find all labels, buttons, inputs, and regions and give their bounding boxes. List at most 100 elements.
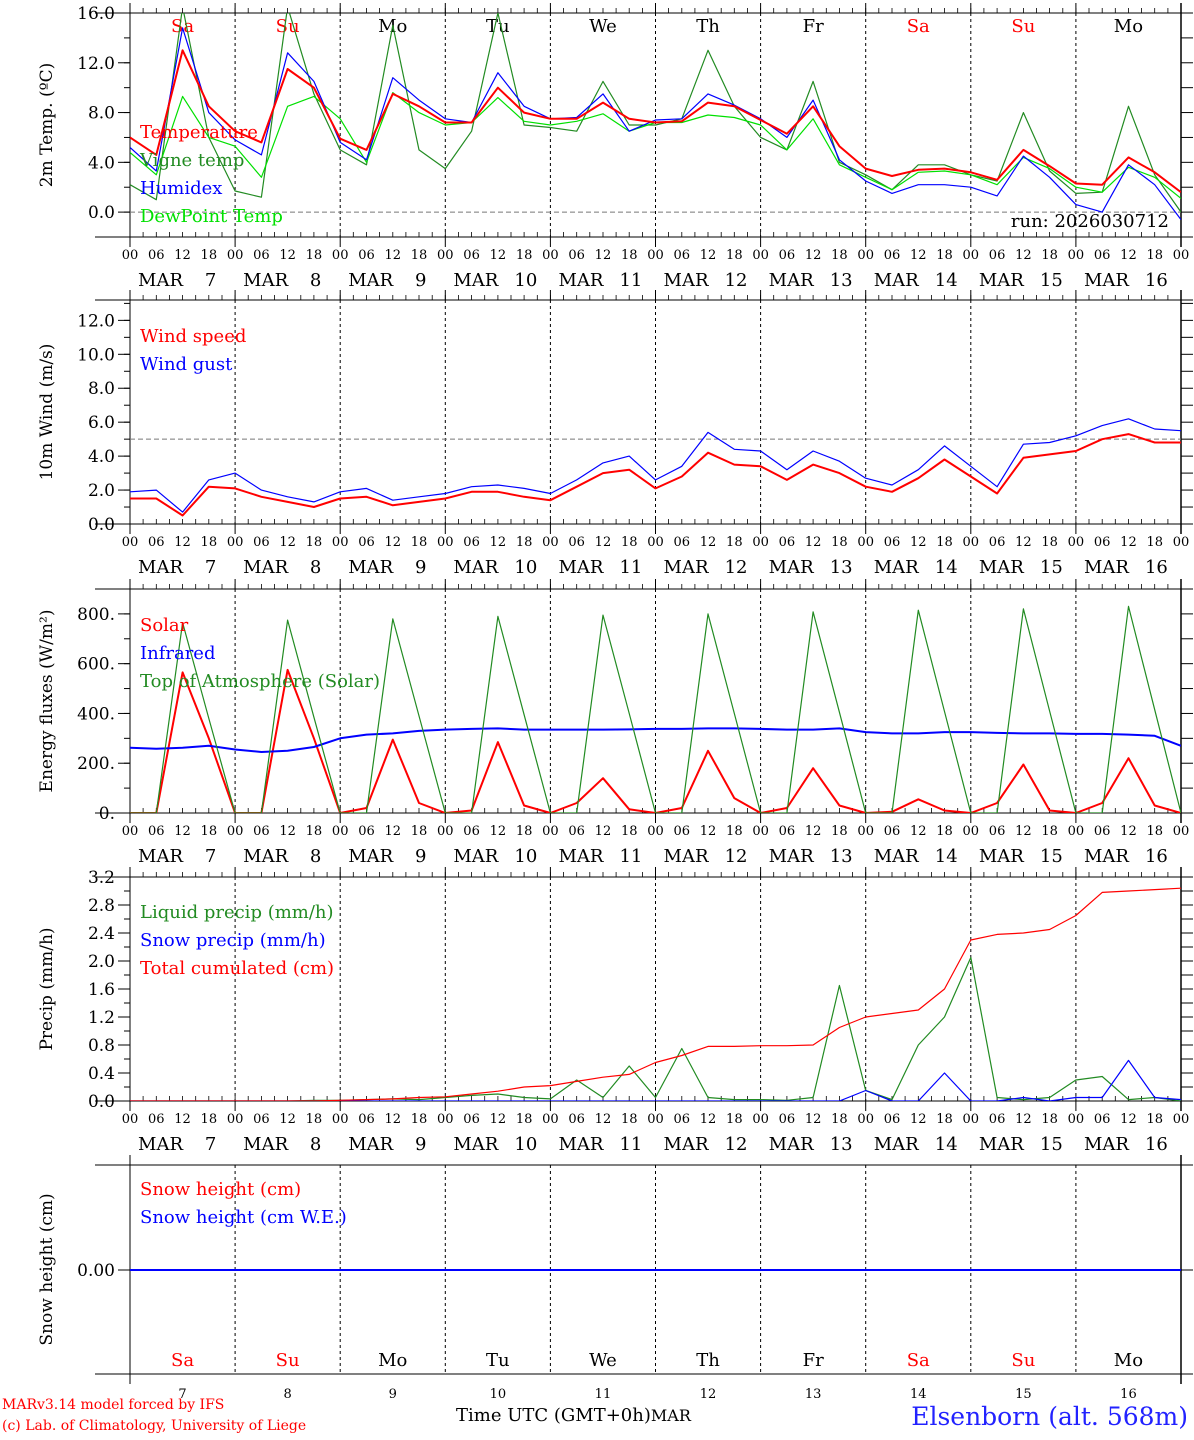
x-hour-tick-label: 00	[857, 824, 874, 839]
x-hour-tick-label: 06	[148, 248, 165, 263]
panel-3: 800. 600. 400. 200. 0. Energy fluxes (W/m²) 00…	[37, 579, 1193, 867]
x-month-label: MAR	[979, 846, 1024, 867]
x-hour-tick-label: 06	[1094, 1112, 1111, 1127]
legend-entry: Liquid precip (mm/h)	[140, 902, 334, 923]
series-line-vigne-temp	[130, 13, 1181, 213]
weekday-label: Sa	[171, 1350, 194, 1371]
y-tick-label: 0.4	[88, 1064, 115, 1084]
x-hour-tick-label: 12	[595, 824, 612, 839]
weekday-label: Sa	[907, 16, 930, 37]
x-day-label: 16	[1145, 1134, 1168, 1155]
panel-5: 0.00 Snow height (cm) Sa Su Mo Tu We Th Fr Sa Su Mo…	[37, 1155, 1193, 1402]
y-tick-label: 12.0	[77, 54, 115, 74]
x-hour-tick-label: 12	[279, 248, 296, 263]
series-line-wind-speed	[130, 433, 1181, 517]
x-month-label: MAR	[874, 270, 919, 291]
legend-entry: Humidex	[140, 178, 222, 199]
weekday-label: Su	[276, 16, 300, 37]
legend-entry: Snow precip (mm/h)	[140, 930, 326, 951]
weekday-label: Fr	[803, 16, 824, 37]
minor-ticks	[129, 295, 1182, 524]
x-hour-tick-label: 00	[332, 535, 349, 550]
x-hour-tick-label: 18	[726, 824, 743, 839]
x-hour-tick-label: 06	[358, 1112, 375, 1127]
x-hour-tick-label: 06	[674, 824, 691, 839]
x-hour-tick-label: 18	[1041, 824, 1058, 839]
y-axis-label: 2m Temp. (ºC)	[37, 63, 57, 188]
weekday-label: We	[589, 16, 617, 37]
x-hour-tick-label: 18	[306, 535, 323, 550]
x-hour-tick-label: 00	[857, 248, 874, 263]
x-hour-tick-label: 06	[884, 248, 901, 263]
x-day-label: 8	[310, 846, 321, 867]
x-hour-tick-label: 06	[989, 248, 1006, 263]
x-month-label: MAR	[348, 846, 393, 867]
x-hour-tick-label: 18	[516, 824, 533, 839]
x-hour-tick-label: 12	[1120, 824, 1137, 839]
y-tick-label: 800.	[77, 605, 115, 625]
x-day-label: 7	[178, 1387, 186, 1402]
x-hour-tick-label: 12	[805, 824, 822, 839]
x-hour-tick-label: 18	[831, 248, 848, 263]
x-hour-tick-label: 18	[726, 248, 743, 263]
x-hour-tick-label: 00	[752, 535, 769, 550]
legend-entry: Temperature	[140, 122, 258, 143]
x-day-label: 9	[415, 1134, 426, 1155]
x-day-label: 7	[205, 1134, 216, 1155]
x-hour-tick-label: 18	[516, 248, 533, 263]
x-hour-tick-label: 12	[700, 535, 717, 550]
x-hour-tick-label: 00	[332, 1112, 349, 1127]
x-day-label: 15	[1015, 1387, 1032, 1402]
y-tick-label: 600.	[77, 655, 115, 675]
x-hour-tick-label: 00	[227, 1112, 244, 1127]
y-tick-label: 16.0	[77, 4, 115, 24]
x-hour-tick-label: 00	[1173, 824, 1190, 839]
x-hour-tick-label: 00	[122, 1112, 139, 1127]
x-month-label: MAR	[348, 1134, 393, 1155]
x-day-label: 12	[725, 846, 748, 867]
x-month-label: MAR	[769, 270, 814, 291]
x-hour-tick-label: 06	[779, 1112, 796, 1127]
y-tick-label: 8.0	[88, 104, 115, 124]
x-axis-title-month: MAR	[650, 1406, 691, 1425]
x-hour-tick-label: 06	[463, 824, 480, 839]
x-hour-tick-label: 06	[253, 824, 270, 839]
y-tick-label: 4.0	[88, 447, 115, 467]
x-hour-tick-label: 00	[1068, 535, 1085, 550]
y-tick-label: 3.2	[88, 868, 115, 888]
x-month-label: MAR	[769, 557, 814, 578]
x-hour-tick-label: 12	[805, 535, 822, 550]
x-hour-tick-label: 18	[936, 248, 953, 263]
x-hour-tick-label: 06	[148, 1112, 165, 1127]
y-tick-label: 400.	[77, 704, 115, 724]
x-hour-tick-label: 00	[647, 248, 664, 263]
x-month-label: MAR	[243, 1134, 288, 1155]
y-tick-label: 4.0	[88, 153, 115, 173]
x-hour-tick-label: 12	[1015, 1112, 1032, 1127]
x-hour-tick-label: 12	[279, 1112, 296, 1127]
x-hour-tick-label: 00	[1068, 248, 1085, 263]
x-hour-tick-label: 00	[437, 248, 454, 263]
x-hour-tick-label: 06	[148, 824, 165, 839]
x-hour-tick-label: 00	[332, 824, 349, 839]
x-month-label: MAR	[558, 846, 603, 867]
x-hour-tick-label: 12	[1015, 535, 1032, 550]
x-month-label: MAR	[979, 557, 1024, 578]
minor-ticks	[129, 872, 1182, 1101]
y-tick-label: 2.0	[88, 952, 115, 972]
x-hour-tick-label: 12	[384, 248, 401, 263]
x-month-label: MAR	[138, 557, 183, 578]
x-hour-tick-label: 12	[910, 1112, 927, 1127]
x-hour-tick-label: 06	[989, 1112, 1006, 1127]
series-line-wind-gust	[130, 418, 1181, 513]
panel-1: 16.0 12.0 8.0 4.0 0.0 2m Temp. (ºC) 00 06 12 18 MA…	[37, 3, 1193, 291]
x-day-label: 15	[1040, 1134, 1063, 1155]
x-hour-tick-label: 12	[279, 535, 296, 550]
x-day-label: 14	[935, 846, 958, 867]
x-day-label: 13	[830, 270, 853, 291]
x-hour-tick-label: 12	[490, 824, 507, 839]
x-month-label: MAR	[1084, 270, 1129, 291]
x-hour-tick-label: 18	[201, 1112, 218, 1127]
x-month-label: MAR	[348, 557, 393, 578]
x-day-label: 16	[1145, 846, 1168, 867]
